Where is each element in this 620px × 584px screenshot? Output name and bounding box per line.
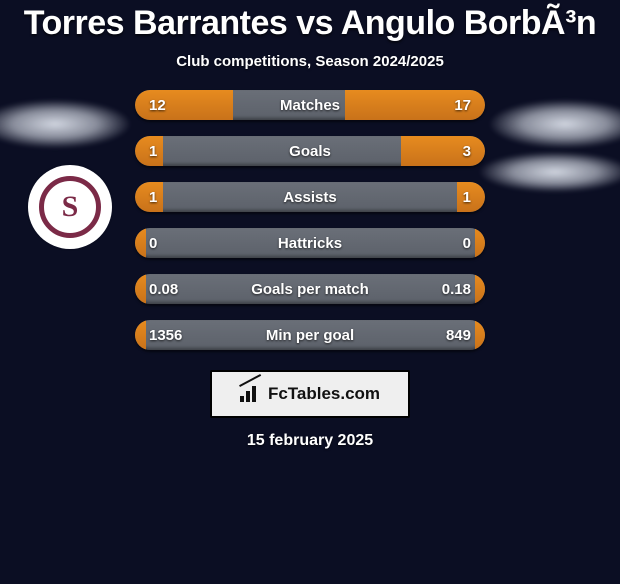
stat-bar: 0.080.18Goals per match [135, 274, 485, 304]
comparison-stage: S 1217Matches 13Goals 11Assists 00Hattricks… [0, 70, 620, 550]
stat-label: Hattricks [135, 228, 485, 258]
stat-bar: 11Assists [135, 182, 485, 212]
stat-bar: 1217Matches [135, 90, 485, 120]
stat-label: Assists [135, 182, 485, 212]
date-label: 15 february 2025 [0, 432, 620, 450]
club-crest-left: S [28, 165, 112, 249]
stat-label: Matches [135, 90, 485, 120]
stat-label: Min per goal [135, 320, 485, 350]
subtitle: Club competitions, Season 2024/2025 [0, 53, 620, 70]
stat-bars: 1217Matches 13Goals 11Assists 00Hattricks 0.… [135, 90, 485, 366]
stat-bar: 13Goals [135, 136, 485, 166]
stat-bar: 00Hattricks [135, 228, 485, 258]
brand-badge[interactable]: FcTables.com [210, 370, 410, 418]
crest-letter: S [39, 176, 101, 238]
mist-left [0, 100, 130, 148]
page-title: Torres Barrantes vs Angulo BorbÃ³n [0, 4, 620, 43]
stat-label: Goals [135, 136, 485, 166]
mist-right-2 [480, 152, 620, 192]
brand-icon [240, 386, 262, 402]
stat-label: Goals per match [135, 274, 485, 304]
mist-right-1 [490, 100, 620, 148]
stat-bar: 1356849Min per goal [135, 320, 485, 350]
brand-text: FcTables.com [268, 384, 380, 404]
